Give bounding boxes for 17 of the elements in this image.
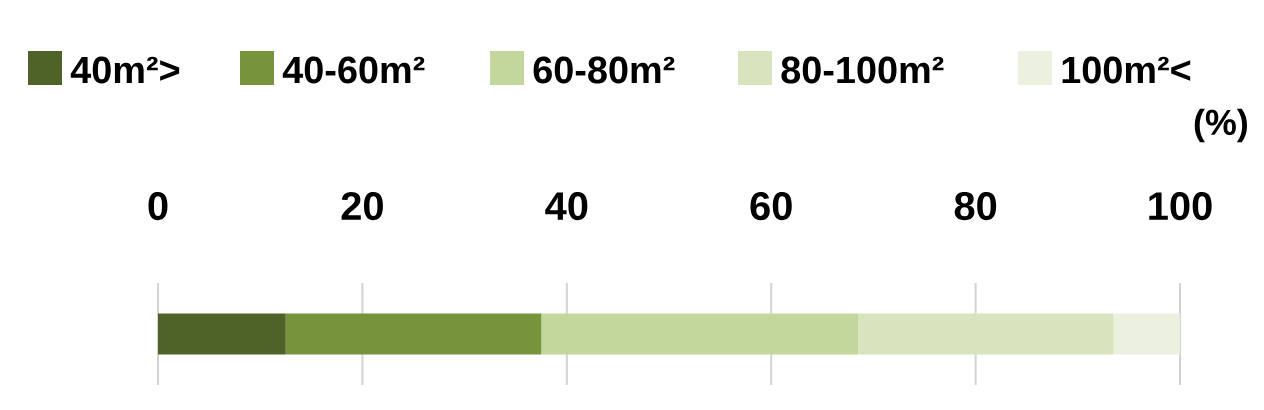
bar [541, 313, 859, 355]
legend-label: 80-100m² [781, 56, 944, 84]
legend-label: 100m²< [1062, 56, 1191, 84]
bar [858, 313, 1114, 355]
legend-label: 40m²> [70, 56, 180, 84]
legend-label: 60-80m² [533, 56, 675, 84]
x-tick-label: 80 [954, 191, 997, 221]
x-axis-title: (%) [1194, 108, 1247, 143]
x-tick-label: 20 [341, 191, 383, 221]
x-tick-label: 0 [148, 191, 168, 221]
x-tick-label: 60 [750, 191, 792, 221]
x-tick-label: 100 [1149, 191, 1212, 221]
bar [1113, 313, 1181, 355]
x-tick-label: 40 [545, 191, 588, 221]
bar [158, 313, 286, 355]
legend-label: 40-60m² [282, 56, 425, 84]
bar [285, 313, 542, 355]
